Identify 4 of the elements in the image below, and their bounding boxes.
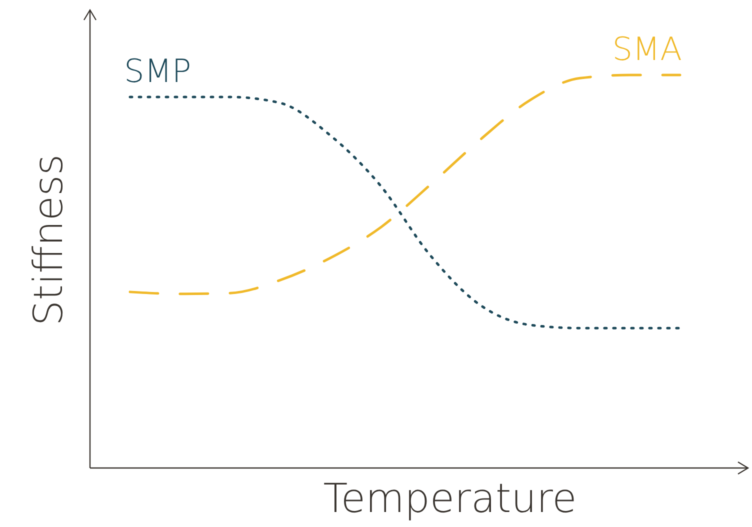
series-label: SMP: [124, 52, 192, 90]
series-label: SMA: [612, 30, 682, 68]
y-axis-title: Stiffness: [26, 154, 72, 326]
x-axis-title: Temperature: [323, 476, 577, 522]
